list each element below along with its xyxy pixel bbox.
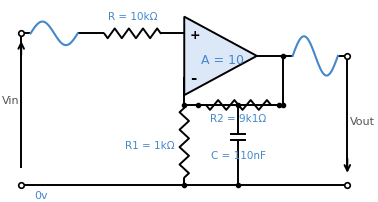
Text: +: + [190, 29, 201, 42]
Text: R = 10kΩ: R = 10kΩ [108, 12, 157, 21]
Text: 0v: 0v [34, 190, 48, 200]
Polygon shape [184, 18, 257, 96]
Text: A = 10: A = 10 [201, 54, 244, 67]
Text: R1 = 1kΩ: R1 = 1kΩ [125, 140, 175, 150]
Text: -: - [190, 71, 196, 86]
Text: Vin: Vin [2, 95, 19, 105]
Text: C = 110nF: C = 110nF [211, 150, 265, 160]
Text: Vout: Vout [350, 116, 375, 126]
Text: R2 = 9k1Ω: R2 = 9k1Ω [210, 113, 266, 123]
